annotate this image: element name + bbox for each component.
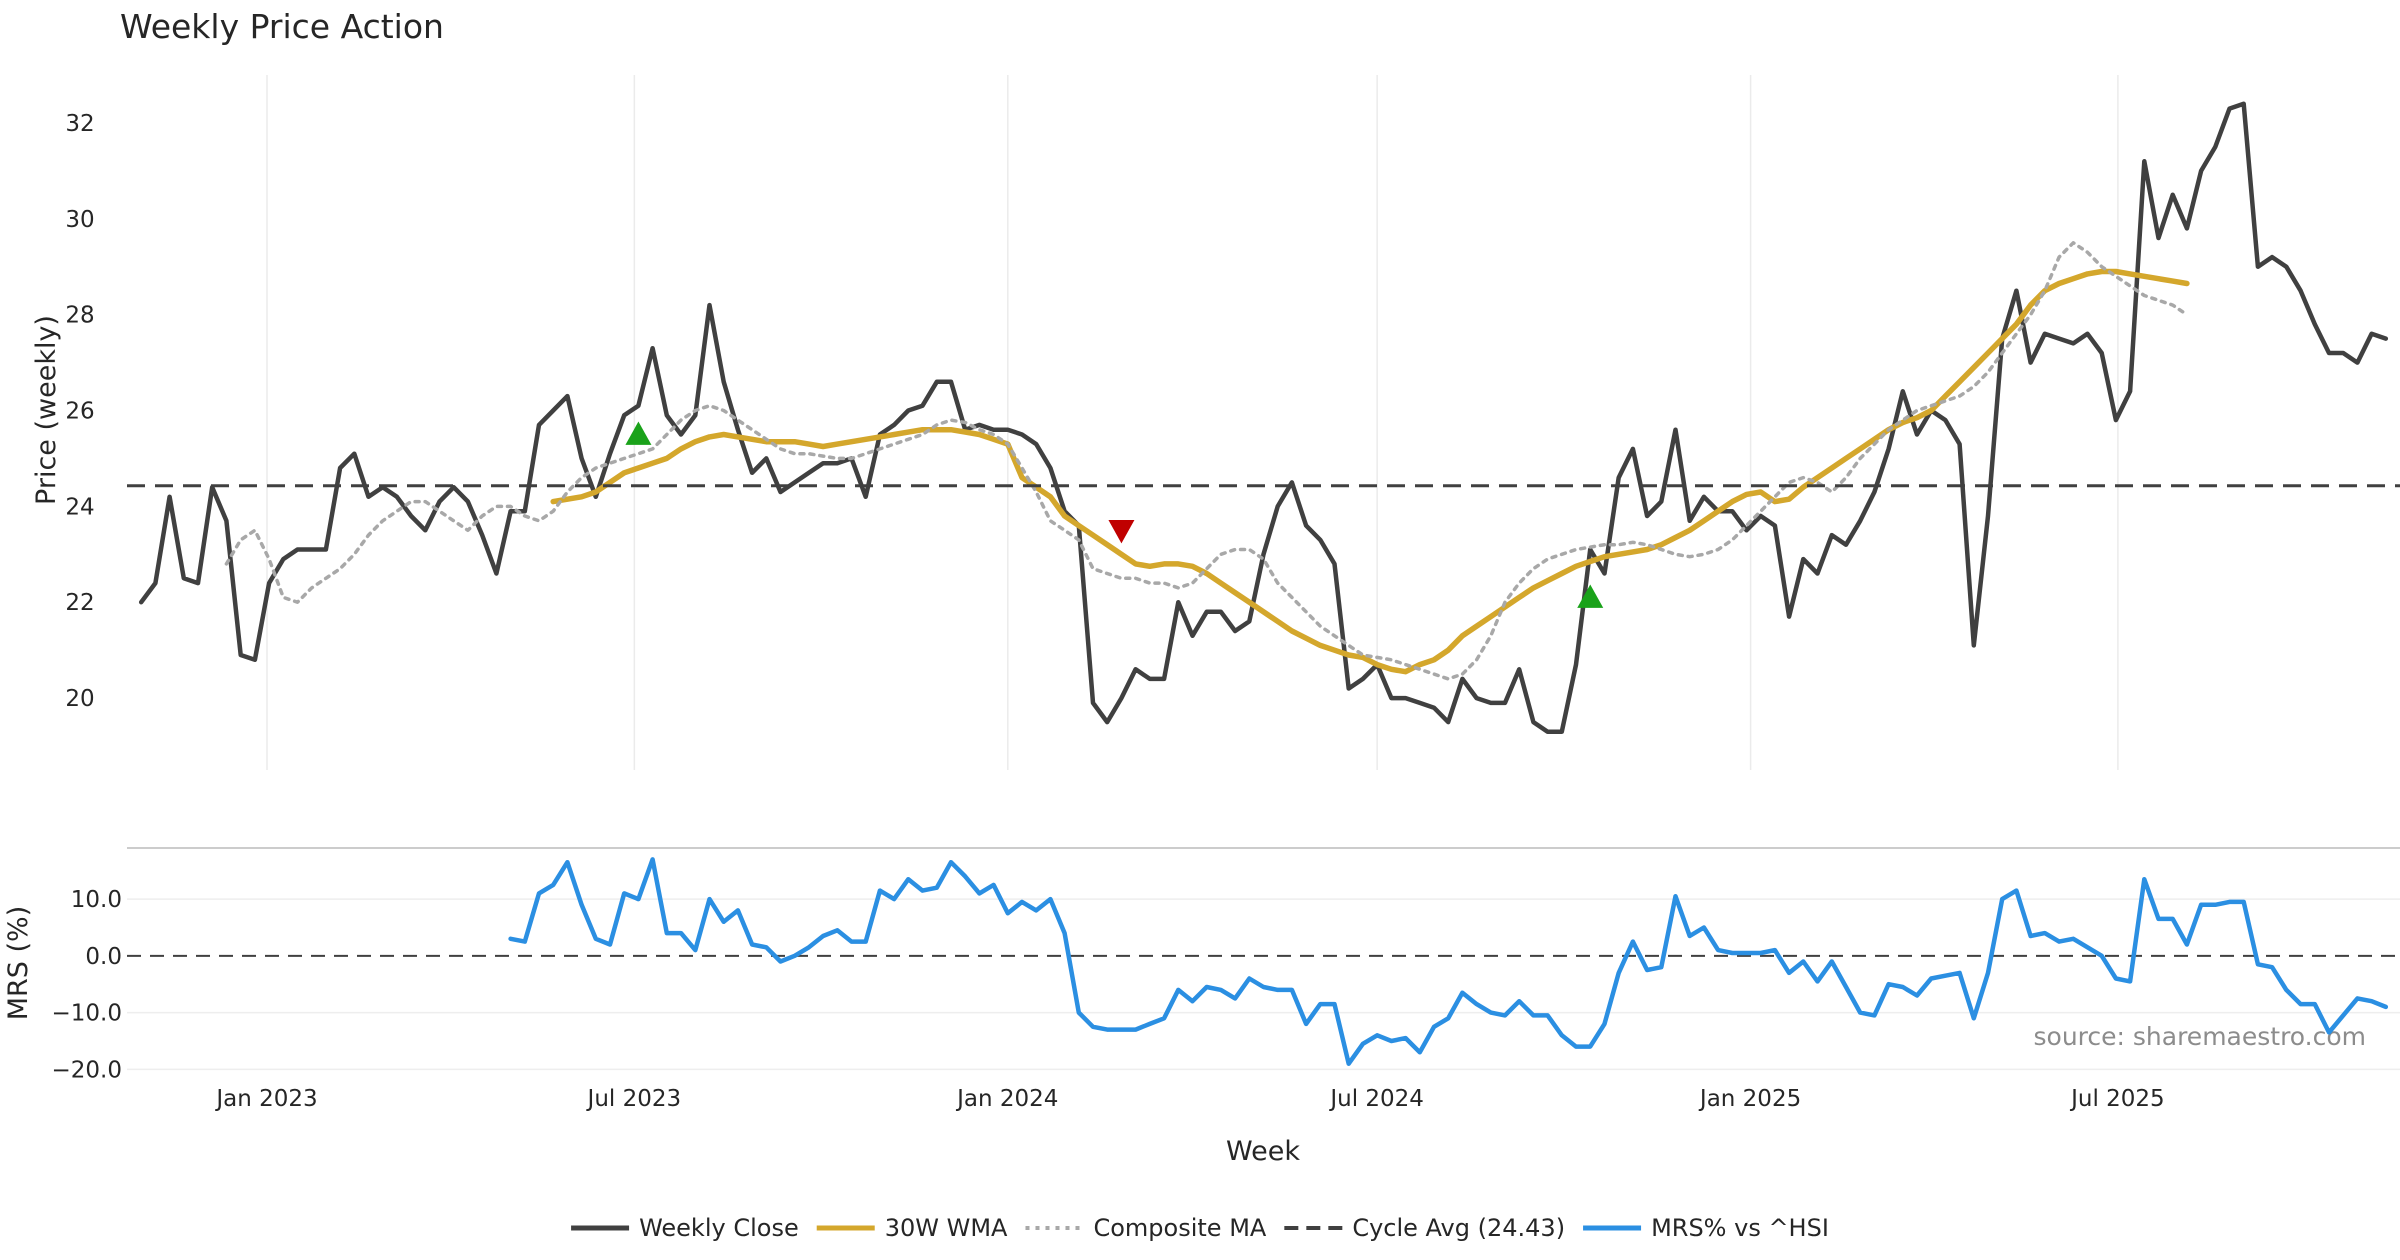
price-y-tick-6: 32 [65, 111, 94, 137]
grid-layer: Jan 2023 Jul 2023 Jan 2024 Jul 2024 Jan 2025… [214, 75, 2165, 1112]
weekly-close-line [138, 101, 2389, 734]
mrs-y-axis-title: MRS (%) [3, 906, 34, 1021]
x-tick-label-0: Jan 2023 [214, 1086, 317, 1112]
mrs-y-tick-3: −20.0 [52, 1057, 122, 1083]
x-tick-label-4: Jan 2025 [1698, 1086, 1801, 1112]
chart-title: Weekly Price Action [120, 7, 444, 46]
legend-label-3: Cycle Avg (24.43) [1352, 1214, 1565, 1242]
legend-label-2: Composite MA [1093, 1214, 1266, 1242]
mrs-panel: 10.0 0.0 −10.0 −20.0 [52, 847, 2400, 1083]
buy-signal-marker-2 [1577, 584, 1604, 608]
legend-label-4: MRS% vs ^HSI [1651, 1214, 1829, 1242]
x-tick-label-3: Jul 2024 [1328, 1086, 1424, 1112]
legend-label-1: 30W WMA [885, 1214, 1008, 1242]
price-y-tick-0: 20 [65, 686, 94, 712]
legend: Weekly Close 30W WMA Composite MA Cycle Avg… [571, 1214, 1829, 1242]
x-axis-title: Week [1226, 1136, 1300, 1167]
mrs-y-tick-1: 0.0 [85, 944, 122, 970]
price-y-tick-2: 24 [65, 494, 94, 520]
30w-wma-line [550, 268, 2190, 675]
mrs-y-tick-0: 10.0 [71, 887, 122, 913]
price-panel: 20 22 24 26 28 30 32 [65, 101, 2400, 734]
price-y-tick-3: 26 [65, 399, 94, 425]
x-tick-label-2: Jan 2024 [955, 1086, 1058, 1112]
price-y-axis-title: Price (weekly) [31, 315, 62, 505]
mrs-y-tick-2: −10.0 [52, 1001, 122, 1027]
source-annotation: source: sharemaestro.com [2034, 1022, 2367, 1051]
composite-ma-line [224, 241, 2189, 681]
buy-signal-marker-0 [625, 421, 652, 445]
price-y-tick-5: 30 [65, 207, 94, 233]
mrs-line [508, 857, 2389, 1066]
price-y-tick-1: 22 [65, 590, 94, 616]
sell-signal-marker-1 [1108, 519, 1135, 544]
price-y-tick-4: 28 [65, 303, 94, 329]
x-tick-label-1: Jul 2023 [586, 1086, 682, 1112]
legend-label-0: Weekly Close [639, 1214, 799, 1242]
x-tick-label-5: Jul 2025 [2069, 1086, 2165, 1112]
